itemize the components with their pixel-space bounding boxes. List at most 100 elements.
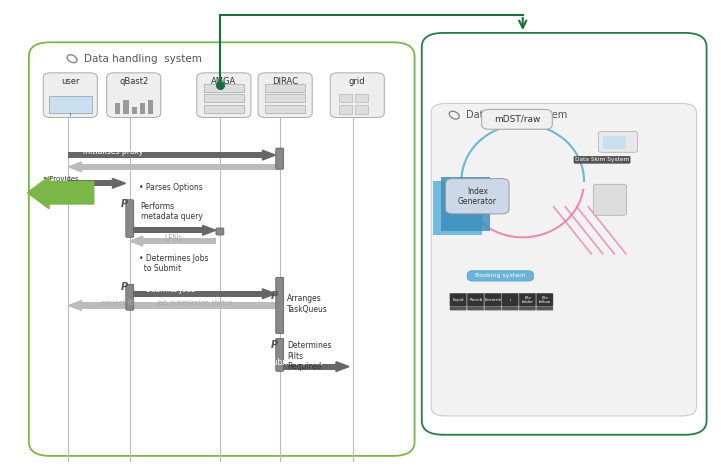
Text: • Initialises proxy: • Initialises proxy xyxy=(76,147,143,156)
FancyBboxPatch shape xyxy=(276,277,284,334)
Text: LFNs: LFNs xyxy=(164,234,182,243)
Text: qBast2: qBast2 xyxy=(119,77,149,86)
FancyBboxPatch shape xyxy=(43,73,97,118)
Text: project ID: project ID xyxy=(101,300,135,306)
FancyArrow shape xyxy=(68,301,81,310)
FancyBboxPatch shape xyxy=(502,293,518,306)
FancyBboxPatch shape xyxy=(68,152,262,158)
FancyBboxPatch shape xyxy=(49,96,92,113)
FancyBboxPatch shape xyxy=(485,293,501,306)
FancyBboxPatch shape xyxy=(115,103,120,114)
Text: Determines
Pilts
Required: Determines Pilts Required xyxy=(287,341,332,371)
FancyBboxPatch shape xyxy=(467,307,484,310)
Text: Job submission status: Job submission status xyxy=(157,300,233,306)
Text: Runnb: Runnb xyxy=(469,298,482,302)
FancyArrow shape xyxy=(262,150,275,160)
Text: user: user xyxy=(61,77,79,86)
Text: • Submits Jobs: • Submits Jobs xyxy=(139,285,195,295)
FancyBboxPatch shape xyxy=(130,227,203,233)
Text: • Determines Jobs
  to Submit: • Determines Jobs to Submit xyxy=(139,254,208,273)
FancyBboxPatch shape xyxy=(130,290,262,297)
FancyBboxPatch shape xyxy=(81,303,280,309)
Text: P: P xyxy=(270,340,278,351)
Text: • Submits pilots: • Submits pilots xyxy=(261,358,322,368)
FancyBboxPatch shape xyxy=(467,271,534,281)
FancyBboxPatch shape xyxy=(431,103,696,416)
FancyBboxPatch shape xyxy=(450,307,466,310)
FancyBboxPatch shape xyxy=(422,33,707,435)
FancyBboxPatch shape xyxy=(467,293,484,306)
FancyBboxPatch shape xyxy=(519,307,536,310)
FancyBboxPatch shape xyxy=(204,94,244,102)
FancyBboxPatch shape xyxy=(603,136,626,149)
FancyBboxPatch shape xyxy=(148,100,153,114)
FancyBboxPatch shape xyxy=(339,105,352,114)
FancyBboxPatch shape xyxy=(276,148,284,169)
FancyBboxPatch shape xyxy=(482,110,552,129)
Text: Data caralog system: Data caralog system xyxy=(466,110,567,120)
Text: i: i xyxy=(510,298,511,302)
Text: File
folder: File folder xyxy=(522,296,534,304)
FancyArrow shape xyxy=(262,289,275,298)
FancyBboxPatch shape xyxy=(265,84,305,92)
Text: P: P xyxy=(270,291,278,301)
FancyBboxPatch shape xyxy=(355,105,368,114)
FancyBboxPatch shape xyxy=(598,132,637,152)
FancyArrow shape xyxy=(27,177,94,209)
FancyArrow shape xyxy=(336,362,349,371)
FancyBboxPatch shape xyxy=(280,364,336,369)
FancyBboxPatch shape xyxy=(258,73,312,118)
FancyBboxPatch shape xyxy=(330,73,384,118)
FancyBboxPatch shape xyxy=(433,181,482,235)
Text: DIRAC: DIRAC xyxy=(272,77,298,86)
Text: grid: grid xyxy=(349,77,366,86)
FancyBboxPatch shape xyxy=(204,105,244,113)
FancyArrow shape xyxy=(68,162,81,172)
FancyBboxPatch shape xyxy=(125,284,134,310)
FancyArrow shape xyxy=(130,236,143,246)
Text: AMGA: AMGA xyxy=(211,77,236,86)
Text: mDST/raw: mDST/raw xyxy=(494,115,540,124)
FancyBboxPatch shape xyxy=(593,184,627,215)
FancyBboxPatch shape xyxy=(265,94,305,102)
Text: Eventnb: Eventnb xyxy=(485,298,502,302)
FancyBboxPatch shape xyxy=(68,180,112,186)
FancyBboxPatch shape xyxy=(339,94,352,102)
Text: P: P xyxy=(121,282,128,292)
FancyBboxPatch shape xyxy=(441,177,490,231)
Text: Arranges
TaskQueus: Arranges TaskQueus xyxy=(287,294,328,313)
Text: • Parses Options: • Parses Options xyxy=(139,182,203,192)
FancyBboxPatch shape xyxy=(204,84,244,92)
FancyBboxPatch shape xyxy=(446,179,509,214)
FancyBboxPatch shape xyxy=(125,200,134,237)
FancyBboxPatch shape xyxy=(29,42,415,456)
FancyBboxPatch shape xyxy=(485,307,501,310)
FancyBboxPatch shape xyxy=(216,228,224,235)
FancyBboxPatch shape xyxy=(197,73,251,118)
FancyBboxPatch shape xyxy=(81,164,280,170)
Text: Performs
metadata query: Performs metadata query xyxy=(141,202,203,221)
FancyBboxPatch shape xyxy=(536,307,553,310)
FancyBboxPatch shape xyxy=(132,107,137,114)
FancyBboxPatch shape xyxy=(355,94,368,102)
FancyBboxPatch shape xyxy=(143,238,216,244)
FancyBboxPatch shape xyxy=(123,100,128,114)
FancyArrow shape xyxy=(112,179,125,188)
Text: Expid: Expid xyxy=(453,298,464,302)
Text: Booking system: Booking system xyxy=(475,274,526,278)
FancyBboxPatch shape xyxy=(450,293,466,306)
FancyBboxPatch shape xyxy=(519,293,536,306)
FancyBboxPatch shape xyxy=(502,307,518,310)
FancyBboxPatch shape xyxy=(107,73,161,118)
FancyBboxPatch shape xyxy=(536,293,553,306)
Text: File
follow: File follow xyxy=(539,296,551,304)
Text: • Provides
  job
  options: • Provides job options xyxy=(43,176,79,196)
Text: P: P xyxy=(121,198,128,209)
Text: Data handling  system: Data handling system xyxy=(84,54,202,64)
FancyBboxPatch shape xyxy=(265,105,305,113)
FancyArrow shape xyxy=(203,226,216,235)
Text: Data Skim System: Data Skim System xyxy=(575,157,629,162)
Text: Index
Generator: Index Generator xyxy=(458,187,497,206)
FancyBboxPatch shape xyxy=(276,338,284,371)
FancyBboxPatch shape xyxy=(140,103,145,114)
